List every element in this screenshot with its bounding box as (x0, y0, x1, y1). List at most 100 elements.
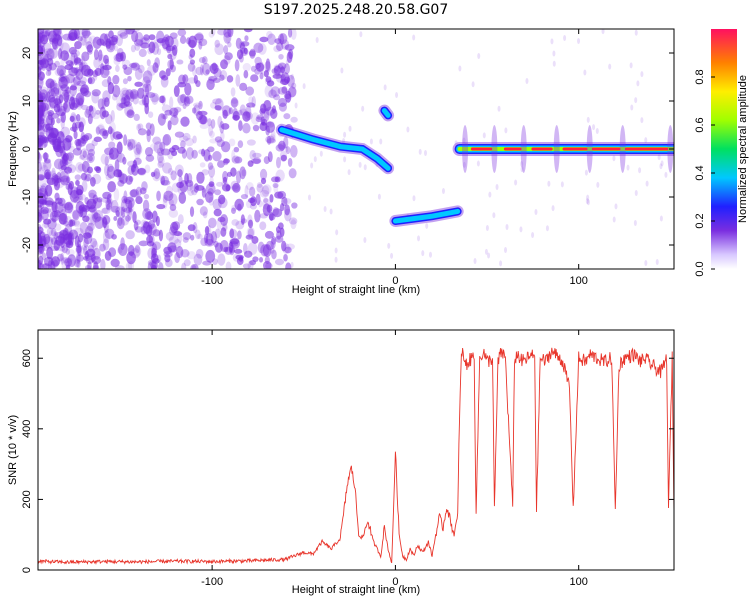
spectrogram-noise-blob (361, 105, 365, 112)
spectrogram-noise-blob (484, 248, 488, 255)
spectrogram-noise-blob (77, 97, 85, 108)
spectrogram-noise-blob (307, 194, 311, 201)
spectrogram-noise-blob (145, 122, 152, 130)
spectrogram-noise-blob (50, 117, 55, 126)
spectrogram-noise-blob (259, 72, 264, 80)
spectrogram-noise-blob (81, 29, 91, 39)
spectrogram-noise-blob (209, 63, 219, 74)
spectrogram-noise-blob (83, 35, 93, 44)
spectrogram-noise-blob (81, 30, 92, 37)
spectrogram-noise-blob (102, 64, 112, 71)
spectrogram-noise-blob (139, 187, 147, 195)
spectrogram-noise-blob (234, 198, 244, 211)
spectrogram-noise-blob (159, 141, 166, 152)
spectrogram-noise-blob (83, 255, 93, 261)
spectrogram-noise-blob (152, 39, 162, 49)
spectrogram-noise-blob (251, 236, 259, 244)
spectrogram-noise-blob (125, 262, 133, 269)
spectrogram-noise-blob (263, 99, 272, 112)
spectrogram-noise-blob (105, 198, 113, 211)
spectrogram-noise-blob (82, 150, 87, 159)
spectrogram-noise-blob (38, 174, 46, 181)
spectrogram-noise-blob (97, 196, 103, 203)
spectrogram-noise-blob (120, 237, 125, 251)
spectrogram-noise-blob (172, 221, 181, 231)
spectrogram-noise-blob (209, 130, 215, 138)
spectrogram-noise-blob (38, 186, 42, 198)
spectrogram-noise-blob (614, 203, 618, 210)
spectrogram-noise-blob (108, 152, 114, 160)
spectrogram-noise-blob (58, 75, 66, 82)
spectrogram-noise-blob (250, 196, 257, 207)
spectrogram-noise-blob (213, 208, 222, 217)
spectrogram-noise-blob (186, 251, 196, 260)
spectrogram-noise-blob (38, 184, 44, 192)
spectrogram-noise-blob (101, 97, 107, 110)
spectrogram-noise-blob (73, 220, 81, 228)
spectrogram-noise-blob (134, 147, 141, 160)
spectrogram-noise-blob (334, 247, 338, 254)
spectrogram-noise-blob (287, 157, 293, 167)
spectrogram-noise-blob (586, 116, 590, 123)
spectrogram-noise-blob (116, 95, 121, 107)
spectrogram-noise-blob (216, 139, 226, 147)
spectrogram-noise-blob (81, 55, 86, 67)
spectrogram-noise-blob (85, 41, 93, 50)
spectrogram-noise-blob (77, 243, 82, 257)
spectrogram-noise-blob (552, 50, 556, 57)
spectrogram-noise-blob (135, 196, 143, 205)
spectrogram-noise-blob (275, 235, 284, 243)
spectrogram-noise-blob (60, 111, 66, 123)
spectrogram-noise-blob (101, 207, 108, 214)
spectrogram-noise-blob (188, 54, 193, 60)
spectrogram-noise-blob (74, 121, 82, 129)
spectrogram-noise-blob (254, 56, 262, 66)
spectrogram-noise-blob (107, 181, 116, 193)
spectrogram-noise-blob (250, 112, 260, 125)
spectrogram-noise-blob (262, 244, 272, 258)
spectrogram-noise-blob (87, 148, 96, 157)
spectrogram-noise-blob (155, 215, 160, 227)
spectrogram-noise-blob (105, 38, 112, 49)
spectrogram-noise-blob (560, 181, 564, 188)
spectrogram-noise-blob (199, 64, 204, 76)
spectrogram-noise-blob (47, 82, 53, 94)
spectrogram-noise-blob (137, 87, 145, 99)
spectrogram-noise-blob (412, 34, 416, 41)
spectrogram-noise-blob (63, 202, 73, 211)
spectrogram-noise-blob (74, 258, 80, 268)
spectrogram-noise-blob (193, 74, 198, 85)
spectrogram-noise-blob (43, 152, 48, 162)
spectrogram-noise-blob (132, 211, 137, 223)
spectrogram-noise-blob (249, 259, 257, 266)
spectrogram-noise-blob (104, 228, 115, 240)
spectrogram-noise-blob (127, 110, 135, 116)
spectrogram-noise-blob (276, 63, 284, 76)
spectrogram-noise-blob (547, 180, 551, 187)
spectrogram-noise-blob (60, 257, 69, 264)
spectrogram-noise-blob (259, 61, 264, 74)
spectrogram-noise-blob (199, 206, 208, 216)
spectrogram-noise-blob (58, 213, 67, 225)
spectrogram-noise-blob (259, 189, 270, 198)
spectrogram-noise-blob (43, 59, 49, 69)
spectrogram-noise-blob (201, 56, 208, 65)
spectrogram-noise-blob (290, 29, 297, 40)
spectrogram-noise-blob (497, 105, 501, 112)
spectrogram-noise-blob (133, 246, 142, 257)
spectrogram-noise-blob (279, 78, 289, 85)
spectrogram-noise-blob (201, 186, 206, 193)
spectrogram-noise-blob (99, 243, 106, 252)
spectrogram-noise-blob (93, 57, 101, 69)
spectrogram-noise-blob (220, 141, 231, 153)
spectrogram-noise-blob (217, 29, 227, 36)
spectrogram-noise-blob (112, 74, 120, 85)
spectrogram-noise-blob (644, 137, 648, 144)
spectrogram-noise-blob (476, 160, 480, 167)
spectrogram-noise-blob (73, 219, 80, 226)
spectrogram-noise-blob (462, 137, 466, 144)
spectrogram-noise-blob (273, 183, 279, 194)
spectrogram-noise-blob (130, 188, 140, 198)
spectrogram-noise-blob (285, 59, 289, 66)
spectrogram-noise-blob (62, 257, 73, 263)
